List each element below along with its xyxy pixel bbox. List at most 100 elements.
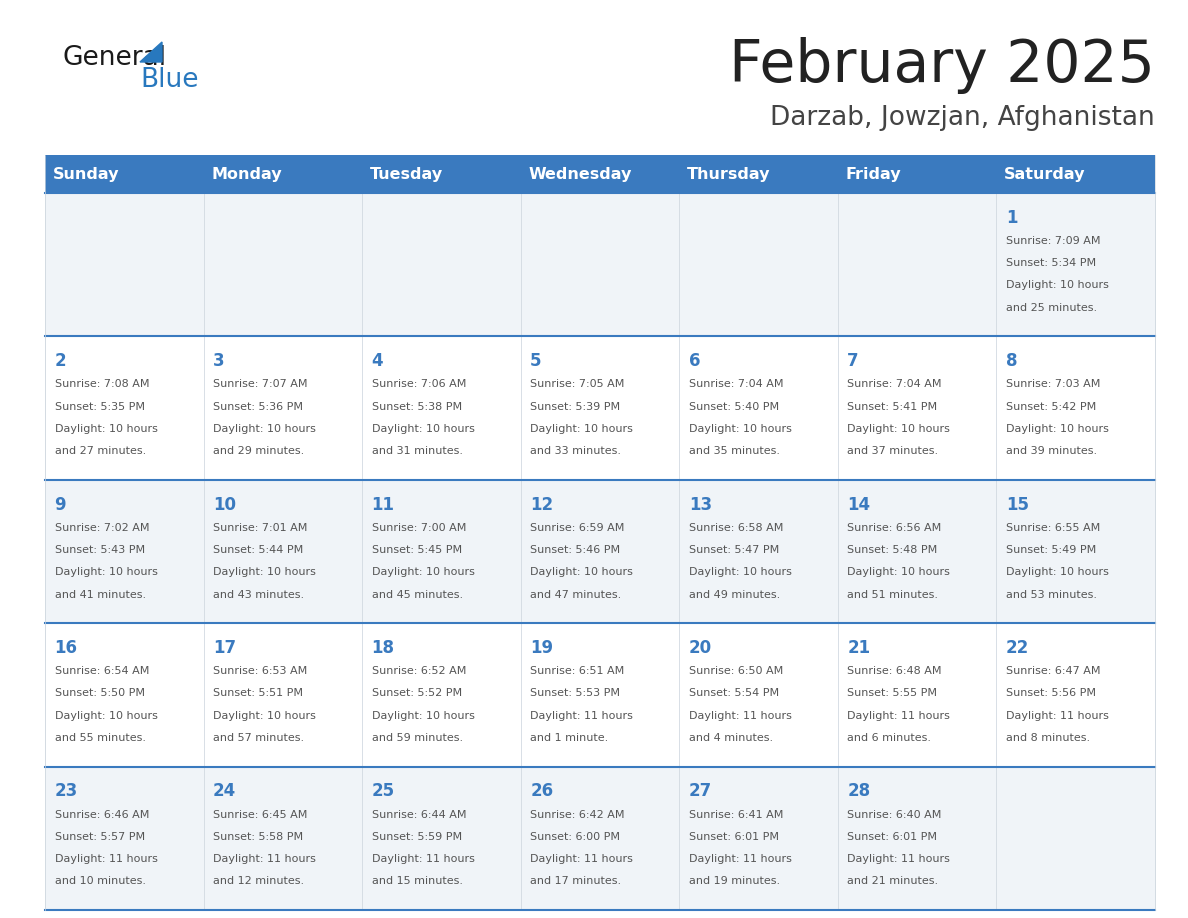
Text: Sunrise: 6:44 AM: Sunrise: 6:44 AM: [372, 810, 466, 820]
Bar: [838, 193, 997, 336]
Text: Daylight: 10 hours: Daylight: 10 hours: [1006, 281, 1108, 290]
Bar: [838, 480, 997, 623]
Text: Sunset: 5:39 PM: Sunset: 5:39 PM: [530, 402, 620, 411]
Text: Sunrise: 6:47 AM: Sunrise: 6:47 AM: [1006, 666, 1100, 677]
Bar: [362, 623, 520, 767]
Text: 22: 22: [1006, 639, 1029, 657]
Bar: [45, 155, 203, 193]
Text: and 43 minutes.: and 43 minutes.: [213, 589, 304, 599]
Text: 8: 8: [1006, 353, 1017, 370]
Bar: [520, 623, 680, 767]
Text: Sunrise: 6:53 AM: Sunrise: 6:53 AM: [213, 666, 308, 677]
Text: Sunset: 5:55 PM: Sunset: 5:55 PM: [847, 688, 937, 699]
Text: Daylight: 10 hours: Daylight: 10 hours: [372, 567, 474, 577]
Text: and 8 minutes.: and 8 minutes.: [1006, 733, 1091, 743]
Text: Sunrise: 7:03 AM: Sunrise: 7:03 AM: [1006, 379, 1100, 389]
Text: and 49 minutes.: and 49 minutes.: [689, 589, 781, 599]
Text: 12: 12: [530, 496, 554, 513]
Text: Daylight: 10 hours: Daylight: 10 hours: [689, 424, 791, 434]
Text: and 17 minutes.: and 17 minutes.: [530, 877, 621, 886]
Text: Sunset: 5:53 PM: Sunset: 5:53 PM: [530, 688, 620, 699]
Text: Daylight: 10 hours: Daylight: 10 hours: [689, 567, 791, 577]
Text: and 45 minutes.: and 45 minutes.: [372, 589, 463, 599]
Text: General: General: [62, 45, 166, 71]
Text: 15: 15: [1006, 496, 1029, 513]
Text: 10: 10: [213, 496, 236, 513]
Bar: [680, 336, 838, 480]
Bar: [45, 623, 203, 767]
Text: Sunset: 6:01 PM: Sunset: 6:01 PM: [689, 832, 779, 842]
Text: Sunset: 5:34 PM: Sunset: 5:34 PM: [1006, 258, 1097, 268]
Text: Daylight: 10 hours: Daylight: 10 hours: [1006, 567, 1108, 577]
Bar: [203, 767, 362, 910]
Text: Sunrise: 6:58 AM: Sunrise: 6:58 AM: [689, 523, 783, 532]
Text: Daylight: 11 hours: Daylight: 11 hours: [530, 711, 633, 721]
Text: 24: 24: [213, 782, 236, 800]
Text: Daylight: 11 hours: Daylight: 11 hours: [689, 711, 791, 721]
Text: Daylight: 11 hours: Daylight: 11 hours: [213, 854, 316, 864]
Text: Sunset: 5:42 PM: Sunset: 5:42 PM: [1006, 402, 1097, 411]
Text: Sunset: 5:59 PM: Sunset: 5:59 PM: [372, 832, 462, 842]
Text: Daylight: 10 hours: Daylight: 10 hours: [372, 424, 474, 434]
Text: Saturday: Saturday: [1004, 166, 1086, 182]
Text: 3: 3: [213, 353, 225, 370]
Text: Sunrise: 7:08 AM: Sunrise: 7:08 AM: [55, 379, 148, 389]
Text: Sunday: Sunday: [53, 166, 120, 182]
Text: 18: 18: [372, 639, 394, 657]
Text: Daylight: 10 hours: Daylight: 10 hours: [847, 567, 950, 577]
Text: Sunset: 5:50 PM: Sunset: 5:50 PM: [55, 688, 145, 699]
Text: Sunrise: 6:59 AM: Sunrise: 6:59 AM: [530, 523, 625, 532]
Bar: [997, 336, 1155, 480]
Text: Sunrise: 7:01 AM: Sunrise: 7:01 AM: [213, 523, 308, 532]
Bar: [838, 767, 997, 910]
Text: Friday: Friday: [846, 166, 902, 182]
Text: Sunset: 5:46 PM: Sunset: 5:46 PM: [530, 545, 620, 555]
Text: Sunrise: 7:06 AM: Sunrise: 7:06 AM: [372, 379, 466, 389]
Bar: [362, 480, 520, 623]
Text: Sunrise: 6:40 AM: Sunrise: 6:40 AM: [847, 810, 942, 820]
Text: Daylight: 10 hours: Daylight: 10 hours: [847, 424, 950, 434]
Text: Daylight: 11 hours: Daylight: 11 hours: [1006, 711, 1108, 721]
Text: Daylight: 10 hours: Daylight: 10 hours: [213, 424, 316, 434]
Bar: [680, 623, 838, 767]
Bar: [45, 480, 203, 623]
Text: Sunset: 6:00 PM: Sunset: 6:00 PM: [530, 832, 620, 842]
Text: and 6 minutes.: and 6 minutes.: [847, 733, 931, 743]
Text: Daylight: 10 hours: Daylight: 10 hours: [55, 567, 157, 577]
Text: Daylight: 10 hours: Daylight: 10 hours: [372, 711, 474, 721]
Text: Sunset: 5:52 PM: Sunset: 5:52 PM: [372, 688, 462, 699]
Bar: [838, 623, 997, 767]
Text: 1: 1: [1006, 208, 1017, 227]
Text: and 31 minutes.: and 31 minutes.: [372, 446, 462, 456]
Bar: [203, 193, 362, 336]
Text: and 1 minute.: and 1 minute.: [530, 733, 608, 743]
Bar: [362, 193, 520, 336]
Text: 16: 16: [55, 639, 77, 657]
Text: Sunrise: 6:48 AM: Sunrise: 6:48 AM: [847, 666, 942, 677]
Text: Sunset: 5:51 PM: Sunset: 5:51 PM: [213, 688, 303, 699]
Text: Monday: Monday: [211, 166, 282, 182]
Text: Sunset: 5:40 PM: Sunset: 5:40 PM: [689, 402, 779, 411]
Text: Sunrise: 6:51 AM: Sunrise: 6:51 AM: [530, 666, 625, 677]
Text: Sunset: 6:01 PM: Sunset: 6:01 PM: [847, 832, 937, 842]
Text: 25: 25: [372, 782, 394, 800]
Bar: [362, 767, 520, 910]
Text: Sunrise: 7:04 AM: Sunrise: 7:04 AM: [847, 379, 942, 389]
Text: Sunrise: 6:55 AM: Sunrise: 6:55 AM: [1006, 523, 1100, 532]
Text: Darzab, Jowzjan, Afghanistan: Darzab, Jowzjan, Afghanistan: [770, 105, 1155, 131]
Text: 20: 20: [689, 639, 712, 657]
Text: 23: 23: [55, 782, 77, 800]
Text: Sunrise: 6:45 AM: Sunrise: 6:45 AM: [213, 810, 308, 820]
Text: and 53 minutes.: and 53 minutes.: [1006, 589, 1097, 599]
Text: 21: 21: [847, 639, 871, 657]
Bar: [362, 336, 520, 480]
Text: Sunrise: 6:46 AM: Sunrise: 6:46 AM: [55, 810, 148, 820]
Text: and 27 minutes.: and 27 minutes.: [55, 446, 146, 456]
Text: Tuesday: Tuesday: [371, 166, 443, 182]
Text: Sunrise: 6:56 AM: Sunrise: 6:56 AM: [847, 523, 942, 532]
Bar: [997, 767, 1155, 910]
Text: 17: 17: [213, 639, 236, 657]
Text: and 19 minutes.: and 19 minutes.: [689, 877, 781, 886]
Text: 26: 26: [530, 782, 554, 800]
Bar: [520, 336, 680, 480]
